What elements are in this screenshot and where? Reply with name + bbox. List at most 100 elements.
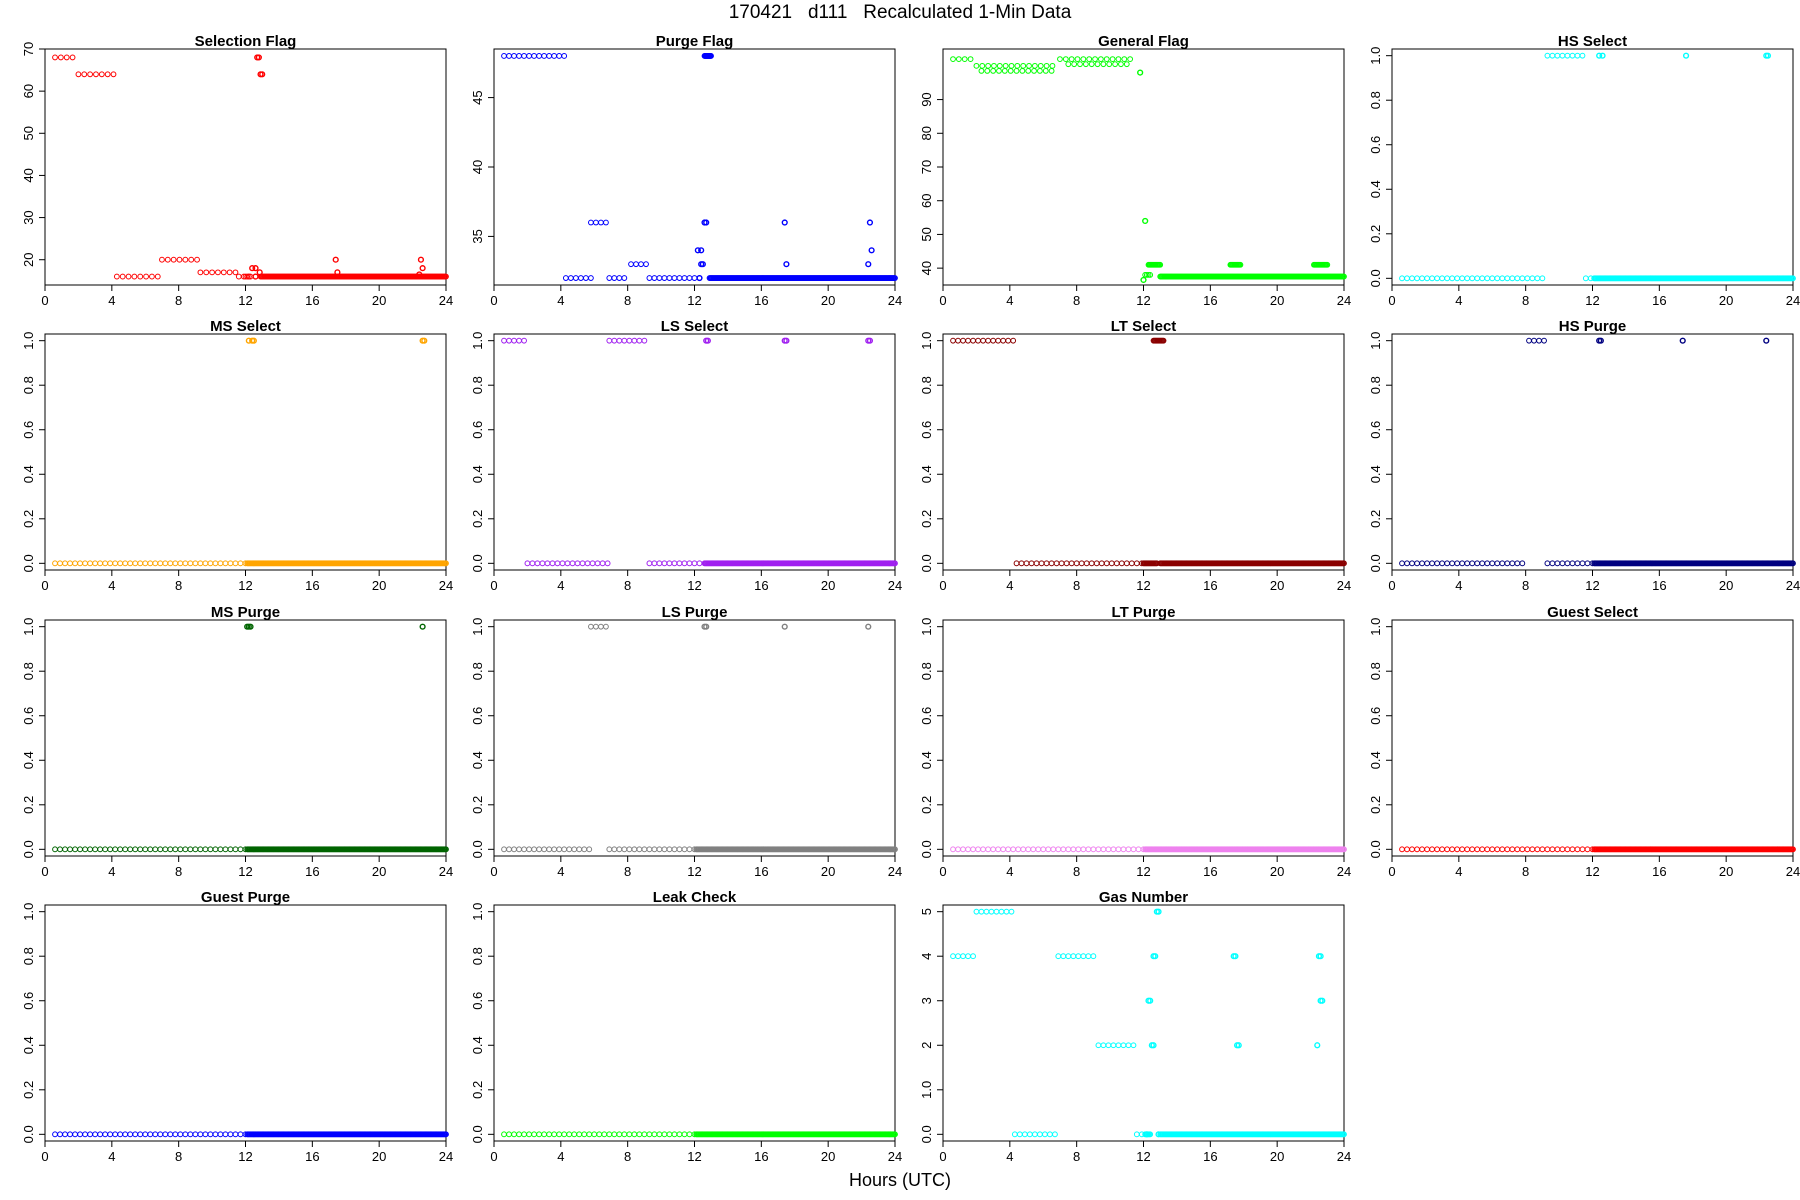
data-point [1127,56,1134,63]
data-point [1065,953,1072,960]
data-point [965,953,971,960]
data-point [955,56,962,63]
y-tick-label: 1.0 [919,1081,934,1099]
plot-frame [493,619,896,857]
data-point [1499,846,1506,853]
data-point [631,846,638,853]
x-tick-label: 16 [1652,293,1666,308]
data-point [419,623,426,630]
data-point [562,275,569,281]
data-point [142,560,149,567]
data-point [1444,275,1451,282]
data-point [235,273,242,280]
x-tick-label: 16 [1203,578,1217,593]
data-point [1021,1131,1028,1138]
data-point [202,846,209,853]
data-point [1514,560,1521,567]
plot-frame [942,333,1345,571]
data-point [197,1131,204,1138]
data-point [1113,560,1120,567]
x-tick-label: 4 [557,578,564,593]
data-point [581,846,588,853]
x-tick-label: 16 [1203,293,1217,308]
data-point [1115,1042,1122,1049]
data-point [996,62,1003,69]
data-point [97,560,104,567]
data-point [1095,1042,1102,1049]
data-point [651,275,658,281]
data-point [636,1131,643,1138]
x-tick-label: 20 [1270,293,1284,308]
data-point [646,846,653,853]
data-point [1459,560,1466,567]
y-tick-label: 5 [919,908,934,915]
data-point [188,256,195,263]
x-tick-label: 20 [372,293,386,308]
data-point [579,560,586,567]
data-point [671,275,678,281]
data-point [661,1131,668,1138]
data-point [571,846,578,853]
data-point [1071,61,1078,68]
data-point [1109,56,1116,63]
y-tick-label: 20 [21,252,36,266]
data-point [1026,1131,1033,1138]
data-point [703,219,710,226]
data-point [1484,275,1491,282]
data-point [586,846,593,853]
data-point [691,560,698,567]
data-point [603,623,609,630]
data-point [122,1131,129,1138]
data-point [182,256,189,263]
data-point [1097,56,1104,63]
data-point [1042,68,1049,74]
y-tick-label: 1.0 [1368,618,1383,636]
data-point [572,275,579,281]
data-point [970,953,976,960]
data-point [993,908,1000,915]
data-point [591,1131,598,1138]
y-tick-label: 0.0 [470,554,485,572]
data-point [1536,337,1542,344]
data-point [671,560,678,567]
panel-title: MS Purge [211,604,280,621]
data-point [197,846,204,853]
data-point [1000,337,1007,344]
data-point [598,623,604,630]
data-point [1135,846,1142,853]
x-tick-label: 8 [1073,1149,1080,1164]
data-point [232,560,239,567]
data-point [506,846,512,853]
data-point [1479,560,1486,567]
data-point [87,71,94,78]
data-point [676,846,683,853]
x-tick-label: 8 [624,578,631,593]
data-point [1043,62,1050,69]
x-tick-label: 8 [1522,864,1529,879]
x-axis-label: Hours (UTC) [849,1170,951,1190]
data-point [1075,953,1082,960]
data-point [1003,908,1010,915]
data-point [554,560,561,567]
data-point [1008,908,1015,915]
data-point [176,256,183,263]
data-point [154,273,161,280]
data-point [217,560,224,567]
data-point [1429,275,1435,282]
y-tick-label: 0.4 [21,751,36,769]
data-point [1479,275,1486,282]
data-point [561,846,568,853]
data-point [1514,846,1521,853]
data-point [127,846,134,853]
x-tick-label: 20 [1270,578,1284,593]
data-point [551,1131,558,1138]
data-point [988,908,995,915]
data-point [1077,61,1083,68]
x-tick-label: 12 [1136,293,1150,308]
data-point [1539,846,1546,853]
data-point [419,265,426,272]
data-point [1010,846,1017,853]
x-tick-label: 20 [1719,864,1733,879]
